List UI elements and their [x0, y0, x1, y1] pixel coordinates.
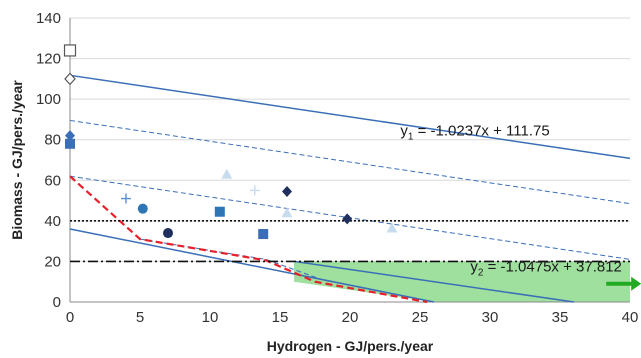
data-point-10 [258, 229, 269, 240]
x-tick-label-35: 35 [552, 309, 569, 326]
equation-y1-symbol: y [400, 123, 408, 140]
data-point-8 [221, 168, 233, 179]
y-tick-label-0: 0 [53, 294, 61, 311]
data-point-6 [163, 228, 173, 239]
series-line-dashed-1 [69, 119, 631, 205]
series-line-solid-0 [69, 74, 631, 160]
equation-y2: y2 = -1.0475x + 37.812 [470, 259, 622, 279]
x-tick-label-30: 30 [482, 309, 499, 326]
x-tick-label-40: 40 [622, 309, 639, 326]
equation-y2-subscript: 2 [478, 268, 484, 279]
y-tick-label-20: 20 [44, 253, 61, 270]
data-point-3 [65, 138, 75, 149]
series-line-dashed-5 [139, 238, 435, 303]
y-tick-label-40: 40 [44, 213, 61, 230]
equation-y1-subscript: 1 [408, 132, 414, 143]
y-tick-label-100: 100 [36, 91, 61, 108]
equation-y2-symbol: y [470, 259, 478, 276]
x-axis-title: Hydrogen - GJ/pers./year [267, 338, 434, 354]
y-tick-label-80: 80 [44, 132, 61, 149]
data-point-13 [342, 213, 353, 225]
data-point-5 [137, 203, 148, 214]
data-point-4 [121, 193, 131, 204]
equation-y1: y1 = -1.0237x + 111.75 [400, 123, 549, 143]
x-tick-label-10: 10 [202, 309, 219, 326]
data-point-14 [386, 222, 398, 233]
equation-y2-expression: = -1.0475x + 37.812 [483, 259, 621, 276]
y-axis-title: Biomass - GJ/pers./year [9, 80, 25, 240]
data-point-11 [282, 185, 292, 197]
y-tick-label-120: 120 [36, 51, 61, 68]
data-point-0 [63, 44, 77, 57]
data-point-7 [214, 206, 225, 217]
direction-arrow-head [631, 276, 641, 291]
data-point-9 [249, 185, 260, 196]
x-tick-label-25: 25 [412, 309, 429, 326]
series-line-red-dashed-6 [69, 175, 428, 304]
series-line-solid-3 [69, 228, 435, 303]
data-point-1 [64, 72, 76, 86]
equation-y1-expression: = -1.0237x + 111.75 [413, 123, 549, 140]
y-tick-label-60: 60 [44, 172, 61, 189]
data-point-2 [65, 130, 75, 142]
x-tick-label-5: 5 [136, 309, 144, 326]
x-tick-label-0: 0 [66, 309, 74, 326]
series-line-solid-4 [293, 260, 575, 303]
shaded-feasible-region [294, 261, 630, 302]
y-tick-label-140: 140 [36, 10, 61, 27]
data-point-12 [281, 207, 293, 218]
x-tick-label-20: 20 [342, 309, 359, 326]
x-tick-label-15: 15 [272, 309, 289, 326]
